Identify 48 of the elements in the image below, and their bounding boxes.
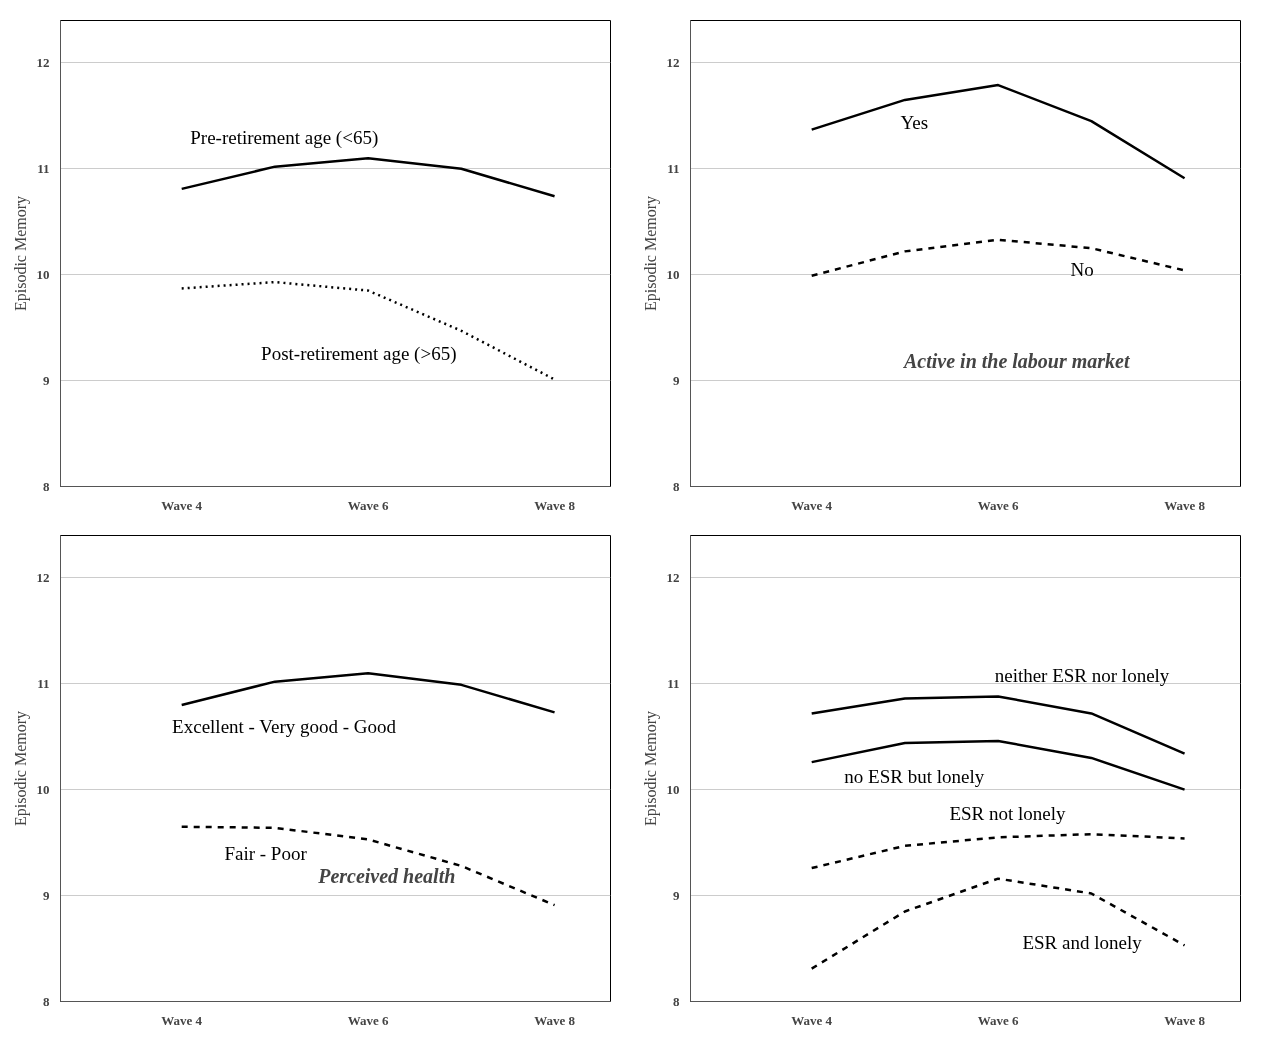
series-label: Fair - Poor xyxy=(224,843,308,865)
x-tick-label: Wave 6 xyxy=(977,1012,1020,1028)
y-tick-label: 12 xyxy=(666,569,680,585)
series-label: Excellent - Very good - Good xyxy=(172,715,397,737)
annotation: Perceived health xyxy=(317,864,456,887)
y-tick-label: 8 xyxy=(673,478,680,494)
annotation: Active in the labour market xyxy=(901,349,1131,372)
y-tick-label: 11 xyxy=(667,160,680,176)
y-axis-title: Episodic Memory xyxy=(11,195,30,312)
y-tick-label: 8 xyxy=(43,478,50,494)
y-axis-title: Episodic Memory xyxy=(641,710,660,827)
x-tick-label: Wave 6 xyxy=(977,497,1020,513)
y-tick-label: 9 xyxy=(673,372,680,388)
y-tick-label: 11 xyxy=(37,160,50,176)
y-tick-label: 8 xyxy=(43,993,50,1009)
y-tick-label: 11 xyxy=(37,675,50,691)
x-tick-label: Wave 6 xyxy=(347,497,390,513)
y-tick-label: 9 xyxy=(43,372,50,388)
y-tick-label: 11 xyxy=(667,675,680,691)
series-label: Yes xyxy=(900,111,929,133)
x-tick-label: Wave 8 xyxy=(534,1012,576,1028)
series-label: no ESR but lonely xyxy=(844,766,985,788)
y-tick-label: 12 xyxy=(36,54,50,70)
x-tick-label: Wave 8 xyxy=(1164,1012,1206,1028)
y-tick-label: 12 xyxy=(36,569,50,585)
x-tick-label: Wave 4 xyxy=(161,497,203,513)
series-label: Post-retirement age (>65) xyxy=(261,342,457,365)
y-tick-label: 10 xyxy=(36,781,50,797)
series-label: No xyxy=(1070,258,1094,280)
x-tick-label: Wave 6 xyxy=(347,1012,390,1028)
y-axis-title: Episodic Memory xyxy=(641,195,660,312)
series-label: Pre-retirement age (<65) xyxy=(190,126,379,149)
y-tick-label: 10 xyxy=(666,781,680,797)
x-tick-label: Wave 4 xyxy=(161,1012,203,1028)
series-label: neither ESR nor lonely xyxy=(994,664,1170,686)
y-tick-label: 10 xyxy=(36,266,50,282)
series-label: ESR and lonely xyxy=(1022,931,1143,953)
x-tick-label: Wave 8 xyxy=(534,497,576,513)
y-tick-label: 10 xyxy=(666,266,680,282)
x-tick-label: Wave 4 xyxy=(791,497,833,513)
x-tick-label: Wave 4 xyxy=(791,1012,833,1028)
y-tick-label: 12 xyxy=(666,54,680,70)
y-tick-label: 9 xyxy=(673,887,680,903)
x-tick-label: Wave 8 xyxy=(1164,497,1206,513)
series-label: ESR not lonely xyxy=(949,803,1067,825)
y-tick-label: 9 xyxy=(43,887,50,903)
y-tick-label: 8 xyxy=(673,993,680,1009)
y-axis-title: Episodic Memory xyxy=(11,710,30,827)
